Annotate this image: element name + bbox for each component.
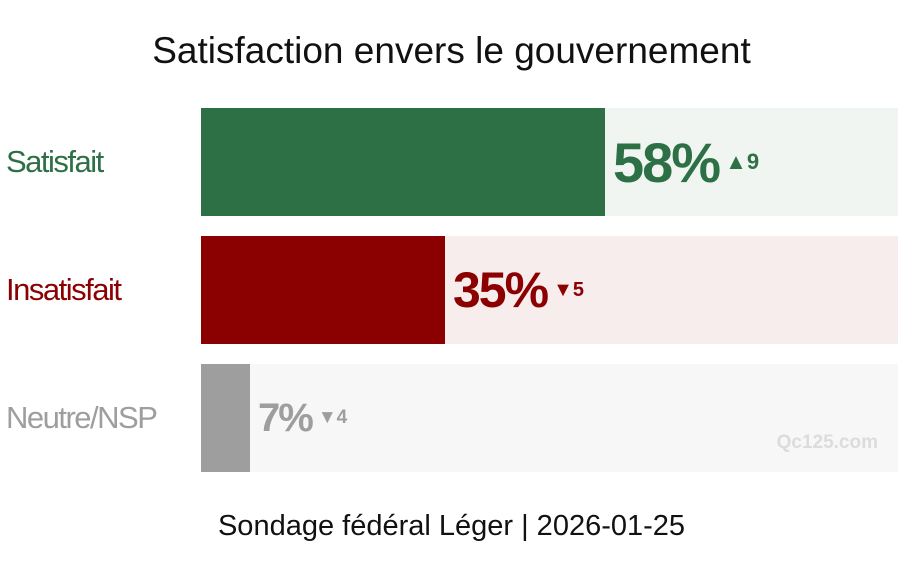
bar-neutre-nsp <box>201 364 250 472</box>
bar-row-neutre-nsp: Neutre/NSP 7% ▼4 Qc125.com <box>0 364 909 472</box>
value-group-satisfait: 58% ▲9 <box>613 108 759 216</box>
arrow-down-icon: ▼ <box>553 278 573 301</box>
bar-row-insatisfait: Insatisfait 35% ▼5 <box>0 236 909 344</box>
arrow-up-icon: ▲ <box>725 149 747 174</box>
bar-track-satisfait: 58% ▲9 <box>201 108 898 216</box>
chart-title: Satisfaction envers le gouvernement <box>152 30 751 71</box>
value-label-insatisfait: 35% <box>453 262 549 318</box>
change-amount-neutre-nsp: 4 <box>336 407 348 428</box>
bar-track-neutre-nsp: 7% ▼4 Qc125.com <box>201 364 898 472</box>
arrow-down-icon: ▼ <box>317 407 337 428</box>
watermark: Qc125.com <box>776 432 878 453</box>
category-label-neutre-nsp: Neutre/NSP <box>6 400 158 435</box>
change-indicator-neutre-nsp: ▼4 <box>318 407 347 429</box>
category-label-satisfait: Satisfait <box>6 144 104 179</box>
bar-satisfait <box>201 108 605 216</box>
chart-footer: Sondage fédéral Léger | 2026-01-25 <box>217 510 686 542</box>
change-indicator-satisfait: ▲9 <box>725 149 759 175</box>
value-group-neutre-nsp: 7% ▼4 <box>258 364 347 472</box>
bar-insatisfait <box>201 236 445 344</box>
bar-row-satisfait: Satisfait 58% ▲9 <box>0 108 909 216</box>
category-label-insatisfait: Insatisfait <box>6 272 122 307</box>
value-group-insatisfait: 35% ▼5 <box>453 236 584 344</box>
bar-track-insatisfait: 35% ▼5 <box>201 236 898 344</box>
change-indicator-insatisfait: ▼5 <box>553 279 584 302</box>
value-label-satisfait: 58% <box>613 130 721 194</box>
change-amount-satisfait: 9 <box>746 149 760 174</box>
change-amount-insatisfait: 5 <box>572 278 584 301</box>
value-label-neutre-nsp: 7% <box>258 395 314 440</box>
